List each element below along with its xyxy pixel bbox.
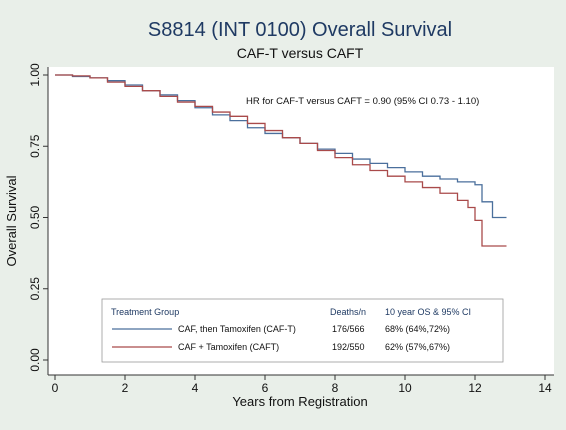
x-axis-label: Years from Registration (232, 394, 367, 409)
series-line-caft (55, 74, 507, 247)
legend-os-caf-t: 68% (64%,72%) (385, 324, 450, 334)
y-tick-label: 0.50 (28, 205, 42, 229)
y-tick-label: 0.75 (28, 134, 42, 158)
axes-group: 0 2 4 6 8 10 12 14 0.00 0.25 0.50 0.75 1.00 (28, 63, 554, 395)
x-tick-label: 6 (262, 381, 269, 395)
legend-label-caft: CAF + Tamoxifen (CAFT) (178, 342, 279, 352)
x-tick-label: 10 (398, 381, 412, 395)
x-tick-label: 8 (332, 381, 339, 395)
x-tick-label: 0 (52, 381, 59, 395)
chart-subtitle: CAF-T versus CAFT (237, 45, 364, 61)
y-axis-label: Overall Survival (4, 175, 19, 266)
x-tick-label: 12 (468, 381, 482, 395)
y-tick-label: 0.25 (28, 277, 42, 301)
legend: Treatment Group Deaths/n 10 year OS & 95… (101, 298, 504, 363)
legend-header-os: 10 year OS & 95% CI (385, 307, 471, 317)
legend-box (101, 298, 504, 363)
y-tick-label: 1.00 (28, 63, 42, 87)
chart-title: S8814 (INT 0100) Overall Survival (148, 19, 452, 41)
legend-os-caft: 62% (57%,67%) (385, 342, 450, 352)
legend-label-caf-t: CAF, then Tamoxifen (CAF-T) (178, 324, 296, 334)
legend-header-group: Treatment Group (111, 307, 179, 317)
x-tick-label: 2 (122, 381, 129, 395)
y-tick-label: 0.00 (28, 348, 42, 372)
x-tick-label: 14 (538, 381, 552, 395)
legend-deaths-caft: 192/550 (332, 342, 365, 352)
hazard-ratio-annotation: HR for CAF-T versus CAFT = 0.90 (95% CI … (246, 96, 479, 107)
legend-header-deaths: Deaths/n (330, 307, 366, 317)
legend-deaths-caf-t: 176/566 (332, 324, 365, 334)
x-tick-label: 4 (192, 381, 199, 395)
survival-curves (55, 74, 507, 247)
